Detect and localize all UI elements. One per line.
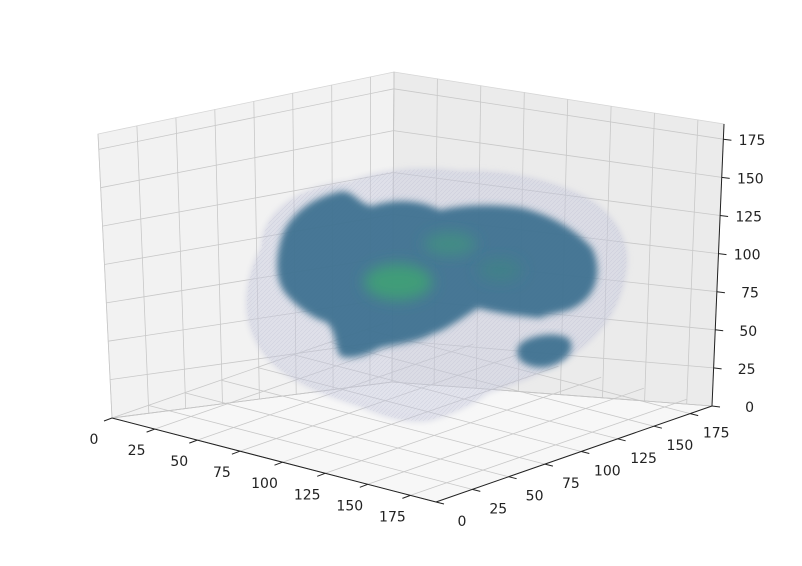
y-tick-label-100: 100 xyxy=(594,464,621,480)
secondary-core xyxy=(424,232,476,256)
z-grid-left-125 xyxy=(102,172,394,227)
y-tick-label-125: 125 xyxy=(630,451,657,467)
z-tick-150 xyxy=(721,176,730,179)
axis-tick-labels: 0 25 50 75 100 125 150 175 0 25 50 75 100 125 150 175 0 2… xyxy=(90,133,766,530)
z-tick-label-0: 0 xyxy=(745,400,754,416)
y-tick-100 xyxy=(581,451,590,454)
axis-ticks xyxy=(103,138,732,505)
z-grid-right-175 xyxy=(393,88,724,140)
x-tick-0 xyxy=(103,417,113,422)
z-axis-line xyxy=(711,123,725,407)
x-tick-label-25: 25 xyxy=(128,443,146,459)
z-tick-label-25: 25 xyxy=(738,362,756,378)
z-tick-0 xyxy=(711,405,721,408)
z-tick-label-50: 50 xyxy=(739,324,757,340)
z-tick-label-125: 125 xyxy=(735,210,762,226)
x-tick-150 xyxy=(359,483,368,488)
z-tick-label-75: 75 xyxy=(741,286,759,302)
y-tick-0 xyxy=(435,501,445,505)
y-tick-label-75: 75 xyxy=(562,476,580,492)
x-grid-wall-50 xyxy=(175,117,187,409)
y-tick-75 xyxy=(544,463,554,467)
x-tick-label-150: 150 xyxy=(336,498,363,514)
y-grid-wall-150 xyxy=(644,113,655,401)
y-tick-label-150: 150 xyxy=(667,438,694,454)
tertiary-core xyxy=(478,258,522,282)
x-grid-floor-125 xyxy=(325,376,602,474)
y-tick-label-25: 25 xyxy=(489,501,507,517)
x-tick-label-100: 100 xyxy=(251,476,278,492)
x-grid-wall-0 xyxy=(97,133,113,419)
z-tick-75 xyxy=(716,291,725,294)
axis-lines xyxy=(111,123,725,503)
x-tick-label-75: 75 xyxy=(213,465,231,481)
x-tick-25 xyxy=(146,428,155,433)
z-tick-175 xyxy=(723,138,732,141)
y-grid-floor-50 xyxy=(184,392,509,478)
z-grid-left-150 xyxy=(100,130,394,189)
x-grid-wall-100 xyxy=(253,101,260,400)
z-tick-label-175: 175 xyxy=(739,133,766,149)
y-tick-label-50: 50 xyxy=(526,489,544,505)
z-grid-right-150 xyxy=(393,130,722,178)
z-grid-left-175 xyxy=(98,88,394,150)
y-tick-175 xyxy=(690,413,699,417)
z-tick-125 xyxy=(720,215,729,217)
y-grid-wall-175 xyxy=(686,119,699,405)
x-tick-75 xyxy=(231,450,241,455)
x-tick-50 xyxy=(189,439,198,444)
x-tick-label-175: 175 xyxy=(379,509,406,525)
z-tick-label-150: 150 xyxy=(737,171,764,187)
x-tick-label-50: 50 xyxy=(170,454,188,470)
z-tick-50 xyxy=(715,329,724,332)
lower-right-activation-blob xyxy=(517,334,572,368)
y-grid-floor-75 xyxy=(220,379,546,465)
y-tick-125 xyxy=(617,438,626,442)
x-grid-wall-25 xyxy=(136,125,150,414)
brain-volume xyxy=(246,168,628,422)
z-tick-100 xyxy=(718,253,727,256)
y-tick-25 xyxy=(472,488,481,492)
y-tick-150 xyxy=(653,425,663,429)
x-grid-floor-150 xyxy=(367,387,644,485)
z-tick-25 xyxy=(713,367,722,370)
x-tick-175 xyxy=(402,494,411,499)
y-grid-floor-25 xyxy=(148,405,473,490)
x-tick-label-0: 0 xyxy=(90,432,99,448)
y-tick-label-175: 175 xyxy=(703,426,730,442)
y-tick-50 xyxy=(508,476,517,480)
y-tick-label-0: 0 xyxy=(458,514,467,530)
z-tick-label-100: 100 xyxy=(734,248,761,264)
high-value-core xyxy=(364,264,432,300)
x-axis-line xyxy=(111,417,437,503)
x-grid-wall-75 xyxy=(214,109,223,404)
x-grid-floor-175 xyxy=(410,399,687,496)
y-axis-line xyxy=(435,405,713,503)
x-tick-125 xyxy=(317,472,326,477)
x-tick-label-125: 125 xyxy=(294,487,321,503)
inner-activation-volume xyxy=(277,191,598,358)
x-tick-100 xyxy=(274,461,283,466)
